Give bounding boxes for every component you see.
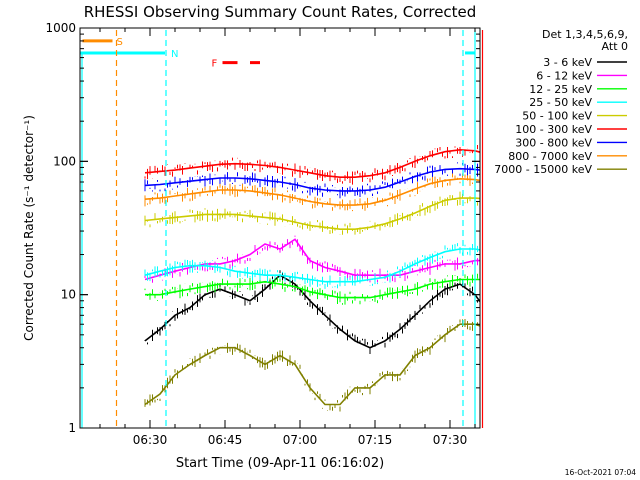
series-noise-6 xyxy=(144,162,480,199)
saa-flag-label: S xyxy=(117,37,123,48)
y-tick-label-2: 100 xyxy=(53,154,76,168)
series-noise-7 xyxy=(144,173,480,212)
y-tick-label-1: 10 xyxy=(61,288,76,302)
x-tick-label-2: 07:00 xyxy=(283,433,318,447)
series-noise-4 xyxy=(144,191,480,235)
series-noise-8 xyxy=(144,317,480,412)
y-axis: 1 10 100 1000 xyxy=(45,21,480,435)
x-axis-label: Start Time (09-Apr-11 06:16:02) xyxy=(176,456,384,471)
legend-label-7: 800 - 7000 keV xyxy=(508,150,592,163)
footer-timestamp: 16-Oct-2021 07:04 xyxy=(565,468,636,477)
y-tick-label-0: 1 xyxy=(68,421,76,435)
series-noise-1 xyxy=(144,235,480,283)
chart-title: RHESSI Observing Summary Count Rates, Co… xyxy=(84,3,477,21)
legend-label-8: 7000 - 15000 keV xyxy=(494,163,592,176)
legend-label-1: 6 - 12 keV xyxy=(536,69,592,82)
legend-label-3: 25 - 50 keV xyxy=(529,96,592,109)
x-tick-label-4: 07:30 xyxy=(433,433,468,447)
legend-label-5: 100 - 300 keV xyxy=(515,123,592,136)
legend-label-4: 50 - 100 keV xyxy=(522,110,592,123)
x-tick-label-1: 06:45 xyxy=(208,433,243,447)
legend-label-0: 3 - 6 keV xyxy=(543,56,592,69)
series-noise-3 xyxy=(144,243,480,289)
flare-flag-label: F xyxy=(212,59,218,70)
flags-layer: S N F xyxy=(80,37,475,70)
legend-header-line-1: Det 1,3,4,5,6,9, xyxy=(542,28,628,41)
x-tick-label-3: 07:15 xyxy=(358,433,393,447)
night-flag-label: N xyxy=(171,49,178,60)
y-tick-label-3: 1000 xyxy=(45,21,76,35)
legend-header-line-2: Att 0 xyxy=(602,40,628,53)
vlines-layer xyxy=(81,30,484,428)
x-tick-label-0: 06:30 xyxy=(133,433,168,447)
series-noise-5 xyxy=(144,145,480,185)
x-axis: 06:30 06:45 07:00 07:15 07:30 xyxy=(99,28,476,447)
legend-label-6: 300 - 800 keV xyxy=(515,136,592,149)
series-noise-2 xyxy=(144,273,480,305)
y-axis-label: Corrected Count Rate (s⁻¹ detector⁻¹) xyxy=(22,115,36,341)
plot-frame xyxy=(79,27,481,429)
series-line-1 xyxy=(144,238,480,281)
legend-label-2: 12 - 25 keV xyxy=(529,83,592,96)
series-layer xyxy=(144,145,480,412)
